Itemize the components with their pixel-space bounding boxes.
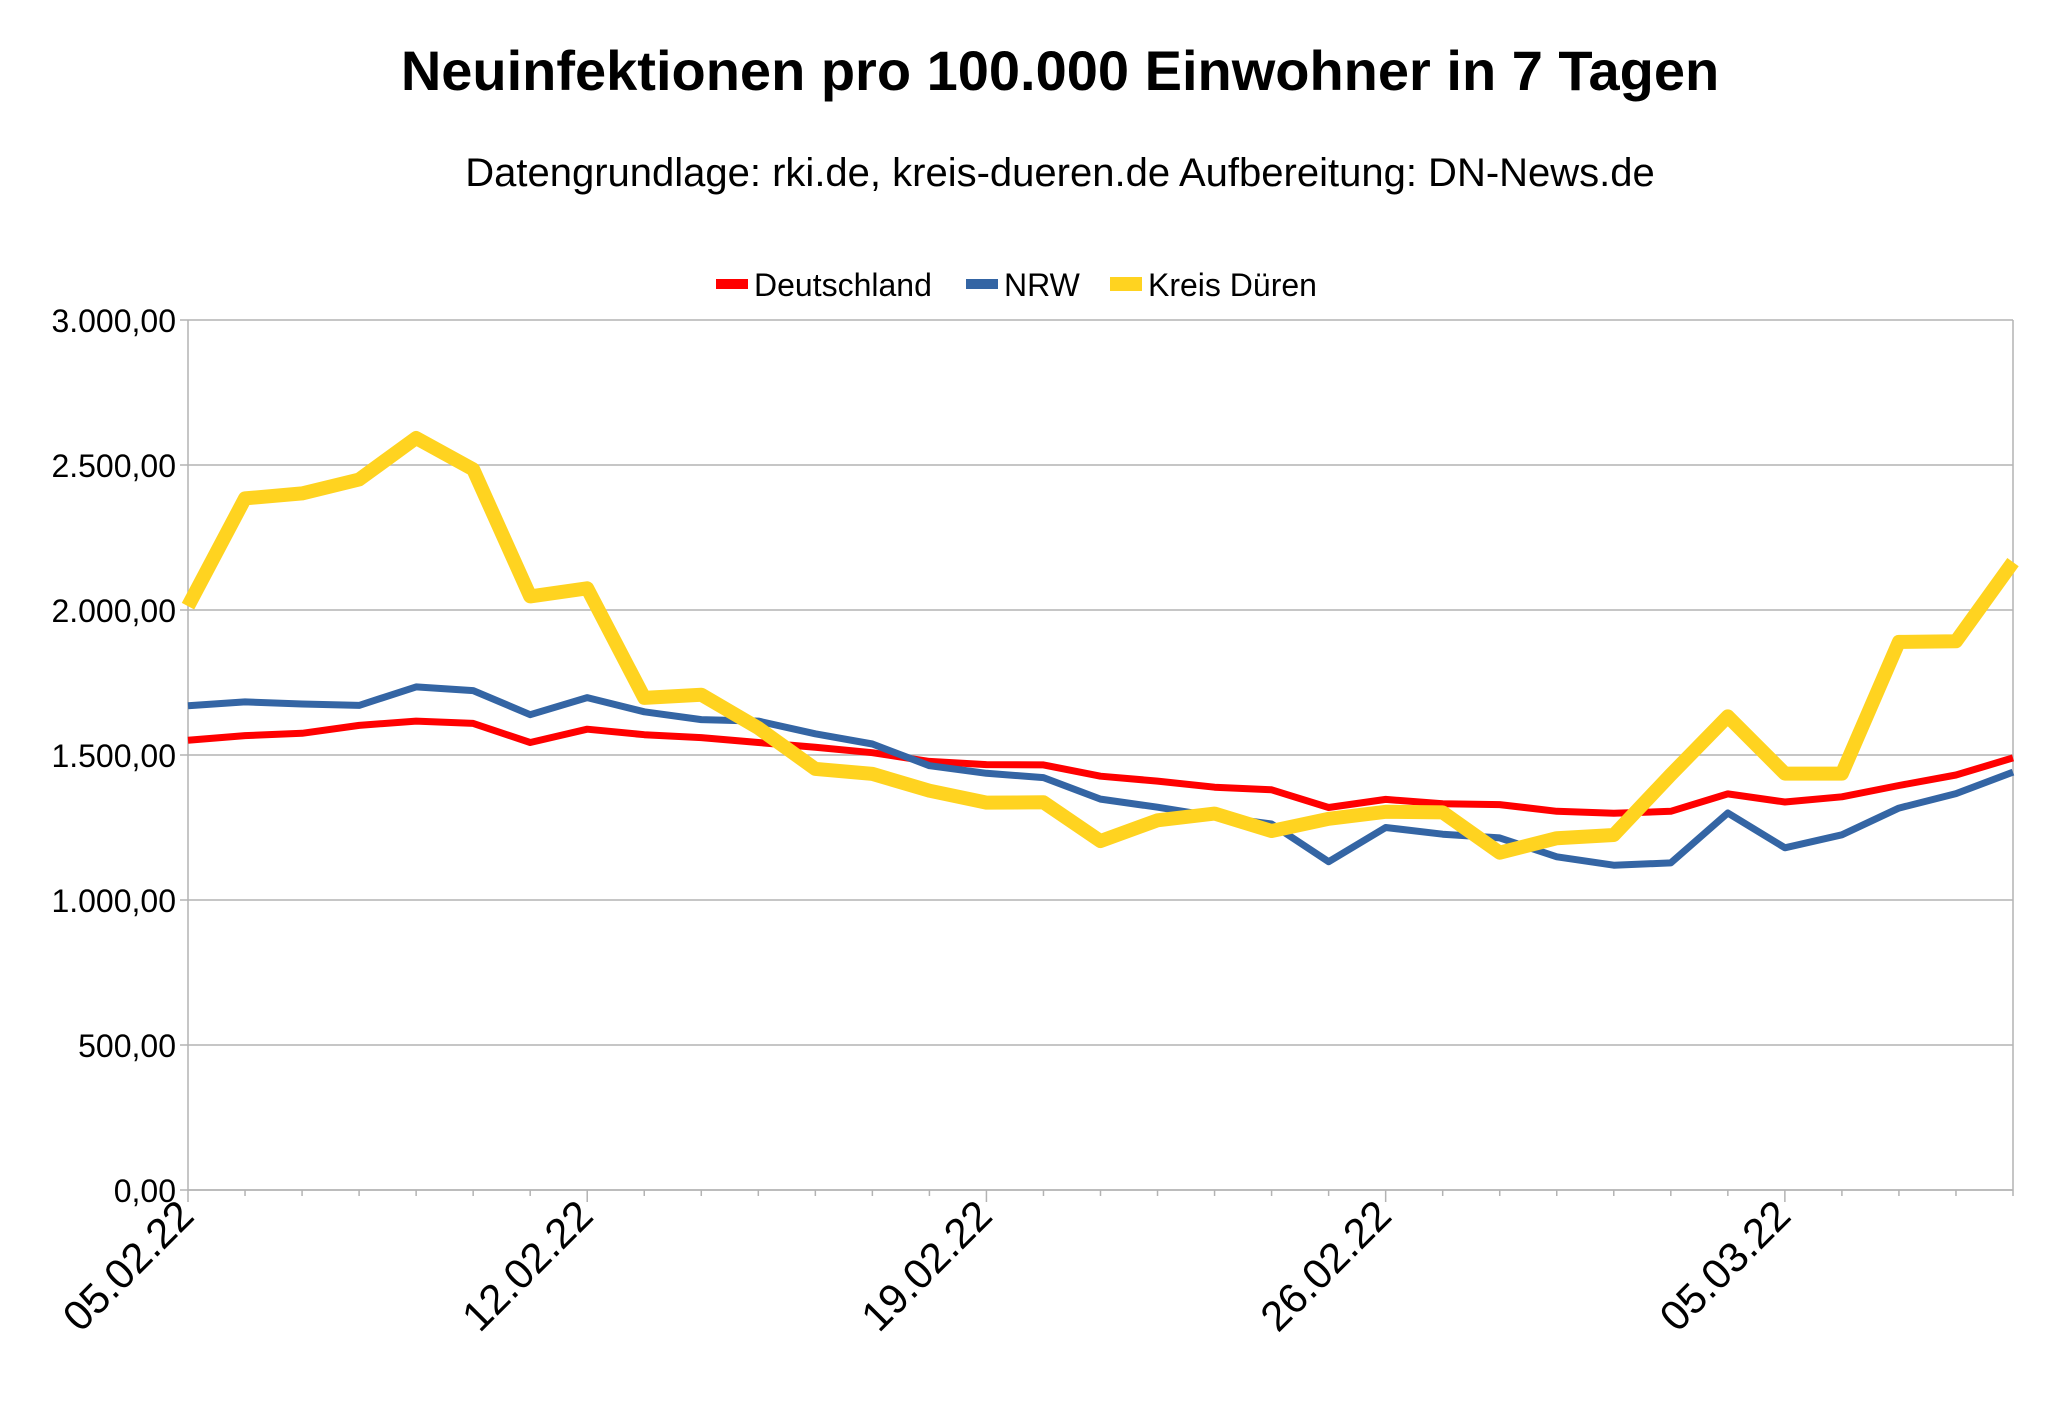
y-tick-label-3: 1.500,00 <box>51 738 176 774</box>
series-line-nrw <box>187 683 2015 869</box>
legend-label-0: Deutschland <box>754 267 932 303</box>
chart-subtitle: Datengrundlage: rki.de, kreis-dueren.de … <box>465 151 1655 195</box>
y-tick-label-4: 2.000,00 <box>51 593 176 629</box>
series-lines <box>181 431 2019 869</box>
legend: Deutschland NRW Kreis Düren <box>716 267 1317 303</box>
legend-label-1: NRW <box>1004 267 1081 303</box>
legend-label-2: Kreis Düren <box>1148 267 1317 303</box>
series-line-deutschland <box>187 717 2015 817</box>
y-axis-tick-labels: 0,00 500,00 1.000,00 1.500,00 2.000,00 2.500,… <box>51 303 176 1209</box>
y-tick-label-0: 0,00 <box>114 1173 176 1209</box>
axes <box>180 319 2014 1202</box>
series-line-kreis-dueren <box>181 431 2019 860</box>
y-tick-label-6: 3.000,00 <box>51 303 176 339</box>
y-tick-label-2: 1.000,00 <box>51 883 176 919</box>
chart-title: Neuinfektionen pro 100.000 Einwohner in … <box>401 39 1719 102</box>
y-tick-label-1: 500,00 <box>78 1028 176 1064</box>
y-tick-label-5: 2.500,00 <box>51 448 176 484</box>
